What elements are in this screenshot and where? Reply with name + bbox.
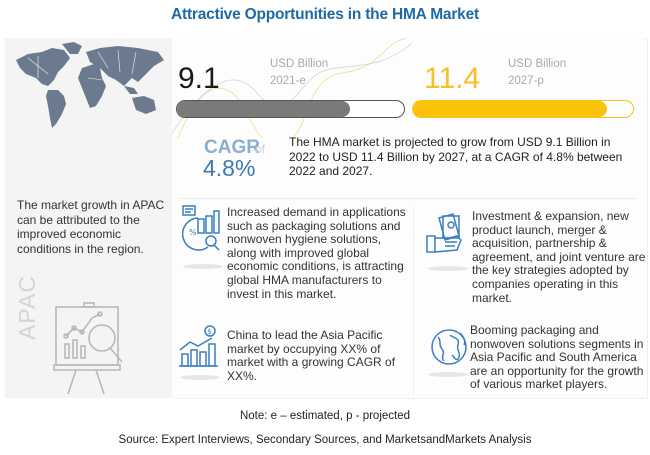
source-note: Source: Expert Interviews, Secondary Sou…: [118, 434, 532, 446]
progress-bar-2027: [412, 100, 634, 118]
horizontal-divider: [180, 198, 638, 199]
icon-shadow: [428, 266, 468, 271]
progress-bar-2021: [176, 100, 405, 118]
svg-text:$: $: [208, 328, 212, 336]
vertical-divider: [413, 207, 414, 395]
unit-label-2027: USD Billion 2027-p: [508, 56, 566, 90]
footnote: Note: e – estimated, p - projected: [239, 410, 411, 422]
region-label: APAC: [14, 275, 40, 340]
cagr-value: 4.8%: [203, 155, 256, 181]
market-value-2021: 9.1: [178, 62, 220, 95]
world-map-icon: [16, 42, 164, 128]
globe-icon: [431, 329, 467, 365]
progress-fill-2021: [177, 101, 350, 117]
presentation-analytics-icon: [53, 302, 123, 395]
icon-shadow: [428, 372, 468, 377]
market-value-2027: 11.4: [424, 62, 481, 95]
growth-bar-chart-icon: $: [179, 325, 218, 367]
cagr-label: CAGR: [204, 137, 260, 158]
analytics-chart-icon: %: [182, 205, 220, 251]
progress-fill-2027: [413, 101, 607, 117]
cagr-of-label: of: [255, 142, 266, 156]
icon-shadow: [183, 264, 223, 269]
insight-card-text: Increased demand in applications such as…: [227, 205, 406, 301]
svg-text:%: %: [189, 228, 197, 237]
apac-insight-text: The market growth in APAC can be attribu…: [17, 198, 165, 256]
unit-text: USD Billion: [508, 58, 567, 70]
unit-label-2021: USD Billion 2021-e: [270, 56, 328, 90]
insight-card-text: China to lead the Asia Pacific market by…: [227, 328, 396, 383]
insight-card-text: Booming packaging and nonwoven solutions…: [470, 323, 644, 392]
money-hand-icon: [426, 213, 462, 253]
unit-text: USD Billion: [270, 58, 329, 70]
year-text: 2021-e: [270, 75, 306, 87]
market-summary-text: The HMA market is projected to grow from…: [289, 135, 623, 178]
year-text: 2027-p: [508, 75, 544, 87]
insight-card-text: Investment & expansion, new product laun…: [472, 209, 646, 305]
page-title: Attractive Opportunities in the HMA Mark…: [171, 6, 479, 23]
icon-shadow: [180, 375, 220, 380]
right-panel: [172, 38, 648, 399]
